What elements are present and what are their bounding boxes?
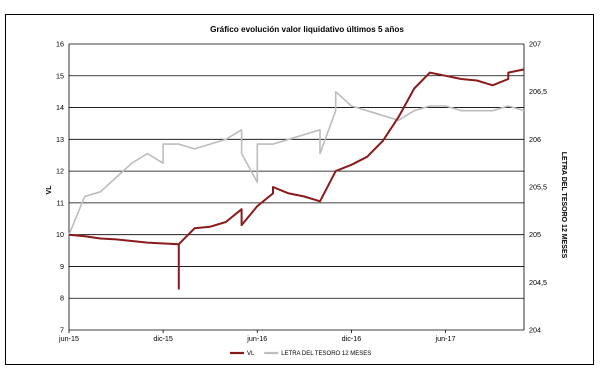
y2-tick-label: 206 (529, 135, 541, 144)
legend-label: LETRA DEL TESORO 12 MESES (281, 351, 371, 357)
gridlines (68, 43, 525, 331)
legend-label: VL (247, 351, 255, 357)
x-tick-label: jun-15 (58, 334, 79, 343)
y2-tick-label: 206,5 (529, 87, 547, 96)
x-tick-label: jun-16 (246, 334, 267, 343)
x-tick-label: dic-15 (153, 334, 173, 343)
chart-title: Gráfico evolución valor liquidativo últi… (210, 25, 404, 34)
vl-series-line (68, 68, 525, 290)
y-tick-label: 7 (60, 326, 64, 335)
y2-tick-label: 204,5 (529, 278, 547, 287)
left-axis-ticks: 7 8 9 10 11 12 13 14 15 16 (56, 40, 64, 335)
series-group (68, 68, 525, 290)
y-tick-label: 12 (56, 167, 64, 176)
chart-frame: Gráfico evolución valor liquidativo últi… (5, 14, 594, 365)
x-tick-label: jun-17 (435, 334, 456, 343)
right-axis-title: LETRA DEL TESORO 12 MESES (560, 152, 567, 259)
y-tick-label: 13 (56, 135, 64, 144)
y2-tick-label: 205,5 (529, 183, 547, 192)
y-tick-label: 11 (57, 198, 64, 207)
y-tick-label: 15 (56, 71, 64, 80)
y2-tick-label: 204 (529, 326, 541, 335)
legend: VL LETRA DEL TESORO 12 MESES (230, 351, 371, 357)
chart-svg: Gráfico evolución valor liquidativo últi… (46, 25, 567, 357)
x-axis-ticks: jun-15 dic-15 jun-16 dic-16 jun-17 (58, 330, 456, 343)
y2-tick-label: 205 (529, 230, 541, 239)
y-tick-label: 9 (60, 262, 64, 271)
y-tick-label: 10 (56, 230, 64, 239)
y-tick-label: 16 (56, 40, 64, 49)
left-axis-title: VL (46, 185, 53, 195)
x-tick-label: dic-16 (342, 334, 362, 343)
y2-tick-label: 207 (529, 40, 541, 49)
letra-series-line (68, 90, 525, 236)
y-tick-label: 8 (60, 294, 64, 303)
y-tick-label: 14 (56, 103, 64, 112)
right-axis-ticks: 204 204,5 205 205,5 206 206,5 207 (529, 40, 547, 335)
